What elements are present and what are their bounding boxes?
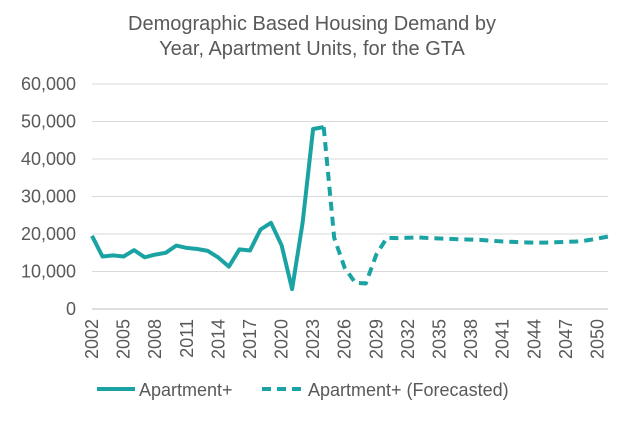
gridlines [92,83,608,272]
y-tick-label: 40,000 [21,149,76,169]
legend-label-forecast: Apartment+ (Forecasted) [308,380,509,400]
x-tick-label: 2002 [82,319,102,359]
legend-label-actual: Apartment+ [139,380,233,400]
x-tick-label: 2032 [398,319,418,359]
y-tick-label: 20,000 [21,224,76,244]
y-tick-label: 30,000 [21,187,76,207]
x-tick-label: 2008 [145,319,165,359]
series-lines [90,125,609,292]
legend: Apartment+ Apartment+ (Forecasted) [97,380,509,400]
x-tick-label: 2044 [524,319,544,359]
x-tick-label: 2035 [430,319,450,359]
y-tick-label: 0 [66,299,76,319]
y-tick-label: 60,000 [21,74,76,94]
y-tick-label: 10,000 [21,262,76,282]
y-axis-tick-labels: 60,000 50,000 40,000 30,000 20,000 10,000 0 [21,74,76,319]
chart-title-line-2: Year, Apartment Units, for the GTA [159,38,465,60]
x-tick-label: 2014 [208,319,228,359]
chart-title: Demographic Based Housing Demand by Year… [128,13,496,60]
series-line-actual [90,125,325,292]
x-tick-label: 2029 [366,319,386,359]
x-tick-label: 2005 [114,319,134,359]
x-tick-label: 2011 [177,319,197,358]
x-tick-label: 2026 [335,319,355,359]
series-line-forecast [321,126,609,286]
x-axis-tick-labels: 2002 2005 2008 2011 2014 2017 2020 2023 2026 2029… [82,319,607,359]
chart-title-line-1: Demographic Based Housing Demand by [128,13,496,35]
x-tick-label: 2023 [303,319,323,359]
y-tick-label: 50,000 [21,112,76,132]
x-tick-label: 2047 [556,319,576,359]
x-tick-label: 2020 [272,319,292,359]
x-tick-label: 2041 [493,319,513,359]
x-tick-label: 2038 [461,319,481,359]
x-tick-label: 2017 [240,319,260,359]
x-tick-label: 2050 [587,319,607,359]
